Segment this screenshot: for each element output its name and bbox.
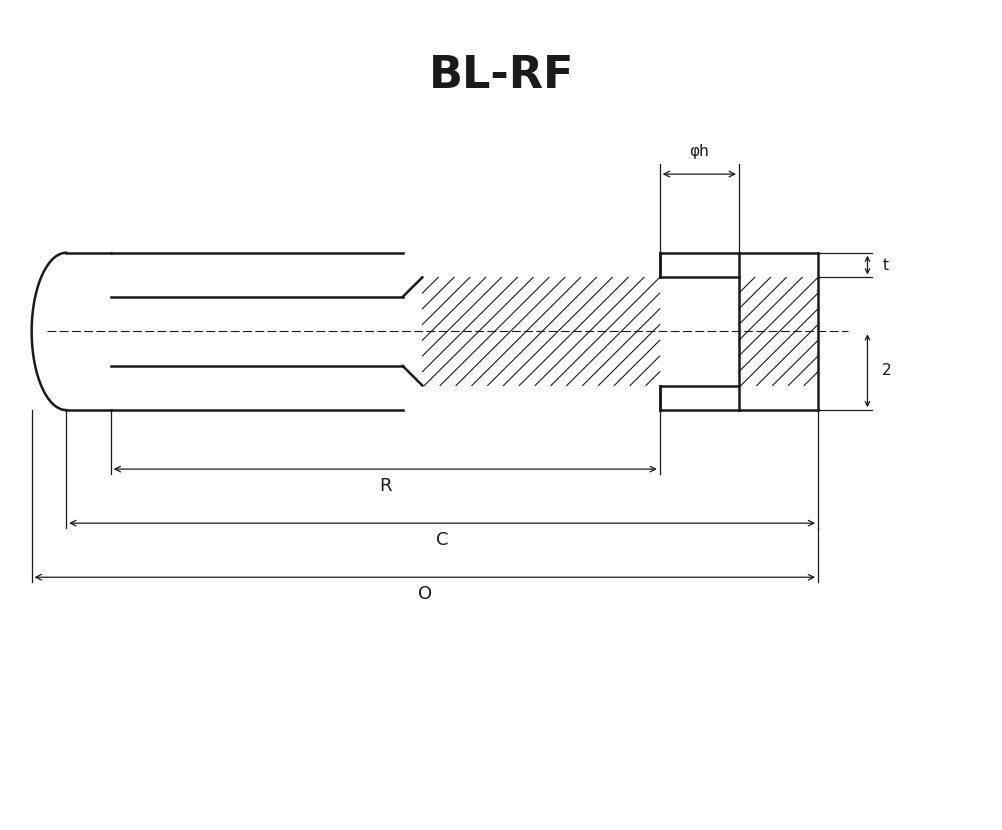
Text: t: t: [882, 257, 888, 272]
Text: φh: φh: [688, 144, 708, 159]
Text: C: C: [436, 531, 448, 549]
Text: R: R: [379, 477, 391, 495]
Text: 2: 2: [882, 364, 891, 378]
Text: O: O: [418, 585, 432, 603]
Text: BL-RF: BL-RF: [429, 54, 573, 97]
